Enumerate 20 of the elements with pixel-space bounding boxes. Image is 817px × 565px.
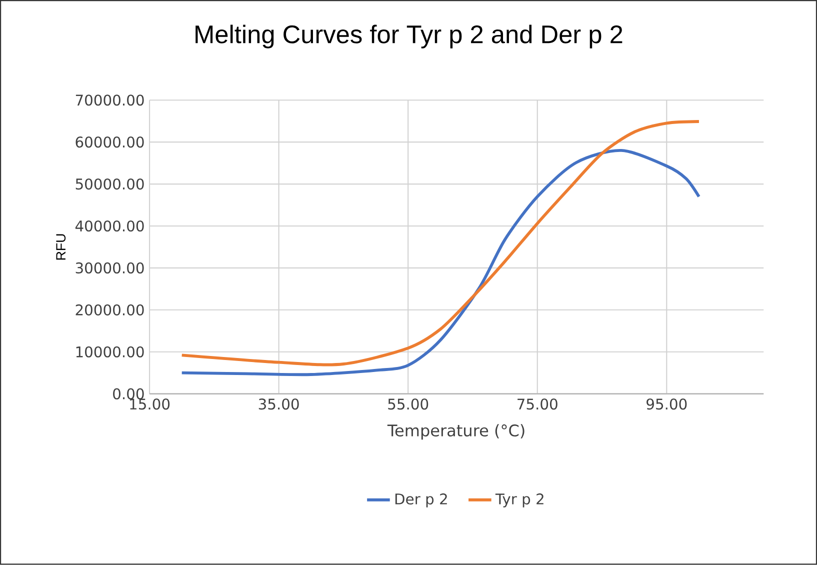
y-tick-label: 40000.00 <box>75 220 144 232</box>
x-axis-title: Temperature (°C) <box>387 424 524 440</box>
y-tick-label: 10000.00 <box>76 346 144 358</box>
x-tick-label: 15.00 <box>130 398 170 410</box>
y-tick-label: 50000.00 <box>76 178 144 190</box>
line-series <box>180 149 700 376</box>
x-tick-label: 75.00 <box>518 398 558 410</box>
y-tick-label: 30000.00 <box>76 262 144 274</box>
y-tick-label: 70000.00 <box>76 94 144 106</box>
x-tick-label: 55.00 <box>388 398 428 410</box>
x-tick-label: 95.00 <box>646 398 687 410</box>
legend-label: Der p 2 <box>395 494 447 508</box>
legend-label: Tyr p 2 <box>495 494 544 508</box>
chart-title: Melting Curves for Tyr p 2 and Der p 2 <box>196 24 622 49</box>
y-tick-label: 60000.00 <box>76 136 144 148</box>
line-series <box>180 120 700 366</box>
y-axis-title: RFU <box>56 234 66 260</box>
y-tick-label: 20000.00 <box>76 304 144 316</box>
y-tick-label: 0.00 <box>113 388 144 400</box>
x-tick-label: 35.00 <box>258 398 299 410</box>
